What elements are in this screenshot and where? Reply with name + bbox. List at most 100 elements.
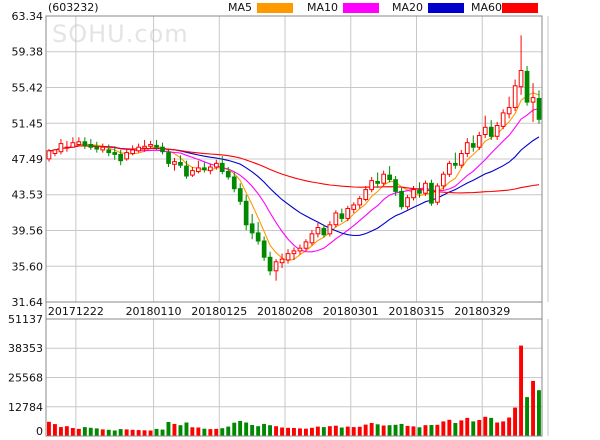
candlesticks bbox=[46, 35, 542, 281]
volume-bar bbox=[70, 428, 75, 436]
volume-bar bbox=[525, 397, 529, 436]
volume-bar bbox=[274, 426, 278, 436]
volume-bar bbox=[471, 421, 476, 436]
candle-body bbox=[255, 232, 261, 242]
candle-body bbox=[172, 161, 177, 165]
volume-bar bbox=[154, 428, 159, 436]
volume-bar bbox=[304, 428, 308, 436]
date-tick-label: 20180315 bbox=[389, 305, 445, 318]
volume-bar bbox=[142, 430, 147, 436]
candle-body bbox=[285, 253, 291, 261]
candle-body bbox=[214, 162, 219, 168]
candle bbox=[417, 182, 422, 198]
legend-swatch-ma60 bbox=[502, 3, 538, 13]
candle-body bbox=[411, 189, 416, 199]
volume-grid bbox=[46, 319, 549, 436]
volume-bar bbox=[59, 427, 63, 436]
candle bbox=[464, 138, 470, 158]
candle-body bbox=[273, 261, 279, 272]
volume-bar bbox=[106, 429, 111, 436]
candle bbox=[219, 156, 225, 175]
candle-body bbox=[435, 185, 440, 203]
volume-bar bbox=[184, 422, 189, 436]
candle bbox=[178, 155, 183, 168]
volume-bar bbox=[375, 424, 380, 436]
volume-bar bbox=[513, 407, 517, 436]
candle-body bbox=[399, 190, 404, 208]
candle-body bbox=[518, 70, 524, 88]
candle bbox=[351, 202, 357, 214]
volume-bar bbox=[118, 429, 123, 436]
volume-bar bbox=[124, 429, 129, 436]
candle bbox=[411, 185, 416, 201]
candle-body bbox=[237, 188, 243, 202]
volume-tick-label: 38353 bbox=[8, 342, 43, 355]
volume-bar bbox=[262, 423, 266, 436]
candle-body bbox=[405, 197, 410, 208]
candle-body bbox=[536, 98, 542, 120]
candle bbox=[435, 183, 440, 205]
candle bbox=[536, 90, 542, 124]
legend: MA5 MA10 MA20 MA60 bbox=[228, 1, 538, 14]
candle bbox=[297, 244, 303, 255]
candle-body bbox=[202, 167, 207, 171]
candle bbox=[459, 149, 464, 168]
candle bbox=[267, 251, 273, 276]
volume-bar bbox=[238, 420, 243, 436]
volume-bar bbox=[423, 425, 428, 436]
candle bbox=[70, 137, 76, 149]
volume-bar bbox=[160, 429, 165, 436]
candle-body bbox=[148, 144, 153, 147]
price-tick-label: 63.34 bbox=[12, 10, 44, 23]
candle-body bbox=[476, 135, 482, 148]
volume-bar bbox=[369, 423, 374, 436]
candle bbox=[148, 140, 153, 149]
volume-bar bbox=[501, 421, 506, 436]
stock-code: (603232) bbox=[48, 1, 99, 14]
candle-body bbox=[494, 125, 500, 137]
candle-body bbox=[118, 153, 124, 162]
watermark: SOHU.com bbox=[52, 20, 189, 48]
volume-bar bbox=[232, 422, 237, 436]
candle bbox=[106, 144, 112, 157]
candle bbox=[315, 222, 321, 238]
volume-bar bbox=[327, 426, 332, 436]
candle-body bbox=[357, 198, 363, 206]
legend-label-ma10: MA10 bbox=[307, 1, 338, 14]
volume-bar bbox=[495, 422, 500, 436]
candle bbox=[136, 143, 142, 153]
candle bbox=[58, 139, 64, 155]
price-tick-label: 35.60 bbox=[12, 260, 44, 273]
legend-swatch-ma5 bbox=[257, 3, 293, 13]
price-tick-label: 47.49 bbox=[12, 153, 44, 166]
legend-label-ma20: MA20 bbox=[392, 1, 423, 14]
candle bbox=[273, 259, 279, 281]
candle bbox=[225, 167, 231, 180]
legend-swatch-ma10 bbox=[343, 3, 379, 13]
volume-tick-label: 51137 bbox=[8, 313, 43, 326]
candle-body bbox=[100, 146, 106, 151]
candle bbox=[482, 115, 488, 139]
volume-bar bbox=[321, 427, 326, 436]
volume-bar bbox=[435, 424, 440, 436]
volume-bar bbox=[315, 426, 320, 436]
volume-bar bbox=[190, 427, 195, 436]
candle-body bbox=[261, 240, 267, 258]
candle bbox=[196, 160, 201, 174]
candle-body bbox=[279, 258, 285, 264]
volume-bar bbox=[256, 426, 261, 436]
volume-bar bbox=[310, 427, 314, 436]
candle-body bbox=[351, 204, 357, 210]
candle bbox=[375, 172, 380, 188]
volume-bar bbox=[537, 390, 541, 436]
price-tick-label: 31.64 bbox=[12, 296, 44, 309]
volume-bar bbox=[417, 427, 422, 436]
candle bbox=[303, 239, 309, 251]
volume-bar bbox=[76, 428, 81, 436]
candle bbox=[447, 160, 452, 177]
candle-body bbox=[417, 190, 422, 194]
date-tick-label: 20180301 bbox=[323, 305, 379, 318]
candle bbox=[64, 140, 70, 152]
